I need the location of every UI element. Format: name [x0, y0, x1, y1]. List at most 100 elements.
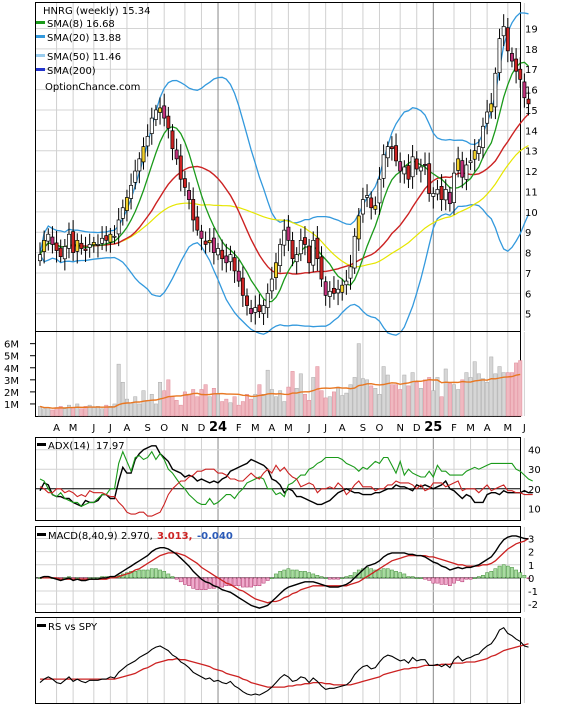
- volume-bar: [336, 386, 341, 417]
- candle: [406, 165, 411, 180]
- x-tick-label: A: [53, 423, 60, 434]
- volume-bar: [452, 384, 456, 417]
- price-y-tick: 11: [525, 187, 538, 198]
- volume-bar: [481, 378, 485, 417]
- candle: [336, 288, 341, 294]
- candle: [493, 72, 498, 108]
- x-tick-label: M: [69, 423, 78, 434]
- legend-label-sma8: SMA(8) 16.68: [47, 19, 115, 30]
- volume-bar: [369, 385, 374, 417]
- volume-bar: [485, 381, 490, 417]
- price-y-tick: 10: [525, 208, 538, 219]
- macd-histogram-bar: [348, 575, 353, 579]
- candle: [286, 226, 291, 241]
- macd-histogram-bar: [381, 568, 386, 579]
- candle: [439, 186, 444, 200]
- candle: [232, 257, 237, 272]
- macd-histogram-bar: [460, 577, 465, 583]
- volume-bar: [199, 389, 204, 417]
- volume-bar: [50, 409, 55, 417]
- rs-legend-swatch: [37, 624, 46, 627]
- volume-bar: [389, 384, 394, 417]
- volume-bar: [518, 360, 523, 417]
- macd-signal-line: [40, 537, 529, 604]
- volume-bar: [236, 404, 241, 417]
- macd-histogram-bar: [253, 577, 258, 586]
- macd-y-tick: 0: [528, 574, 534, 585]
- volume-y-tick: 4M: [4, 364, 19, 375]
- macd-histogram-bar: [294, 569, 299, 579]
- candle: [249, 308, 254, 315]
- x-tick-label: F: [236, 423, 242, 434]
- candle: [443, 189, 448, 201]
- macd-histogram-bar: [327, 577, 332, 580]
- candle: [398, 161, 403, 172]
- macd-histogram-bar: [257, 577, 262, 586]
- macd-histogram-bar: [406, 576, 411, 579]
- price-y-tick: 13: [525, 147, 538, 158]
- candle: [116, 219, 121, 235]
- macd-histogram-bar: [228, 577, 233, 586]
- candle: [46, 233, 51, 242]
- price-y-tick: 17: [525, 65, 538, 76]
- macd-histogram-bar: [481, 575, 485, 579]
- adx-y-tick: 40: [528, 446, 541, 457]
- legend-label-sma20: SMA(20) 13.88: [47, 33, 121, 44]
- volume-bar: [501, 372, 506, 417]
- volume-bar: [315, 366, 320, 417]
- macd-histogram-bar: [282, 569, 287, 579]
- candle: [124, 197, 129, 211]
- candle: [178, 155, 183, 180]
- price-y-tick: 5: [525, 310, 531, 321]
- volume-bar: [91, 407, 96, 417]
- macd-histogram-value: -0.040: [197, 531, 233, 542]
- volume-bar: [216, 394, 220, 417]
- macd-histogram-bar: [510, 567, 514, 579]
- candle: [369, 197, 374, 209]
- candle: [100, 237, 105, 244]
- x-tick-label: F: [451, 423, 457, 434]
- candle: [360, 199, 365, 215]
- price-panel: [35, 2, 521, 332]
- candle: [514, 58, 519, 72]
- volume-y-tick: 6M: [4, 340, 19, 351]
- x-tick-label: D: [198, 423, 206, 434]
- candle: [348, 266, 353, 279]
- candle: [137, 158, 142, 172]
- volume-bar: [439, 396, 444, 417]
- candle: [199, 230, 204, 239]
- candle: [75, 240, 80, 252]
- macd-histogram-bar: [361, 568, 365, 579]
- sma8-line: [39, 61, 529, 303]
- macd-histogram-bar: [398, 572, 403, 579]
- legend-swatch-sma20: [36, 35, 45, 38]
- price-y-tick: 12: [525, 167, 538, 178]
- volume-bar: [149, 394, 154, 417]
- x-tick-label: J: [522, 423, 526, 434]
- candle: [203, 240, 208, 245]
- macd-histogram-bar: [448, 577, 452, 586]
- candle: [526, 98, 531, 105]
- candle: [319, 256, 324, 280]
- candle: [50, 236, 55, 245]
- volume-bar: [187, 394, 191, 417]
- candle: [170, 130, 175, 150]
- macd-histogram-bar: [162, 571, 167, 579]
- x-tick-label: O: [160, 423, 168, 434]
- candle: [269, 278, 274, 292]
- volume-bar: [497, 366, 502, 417]
- candle: [278, 244, 283, 266]
- candle: [294, 254, 299, 263]
- price-y-tick: 18: [525, 45, 538, 56]
- candle: [149, 117, 154, 134]
- candle: [104, 235, 109, 241]
- candle: [245, 295, 249, 306]
- candle: [228, 254, 233, 263]
- candle: [195, 216, 200, 231]
- volume-bar: [100, 408, 105, 417]
- candle: [182, 178, 187, 188]
- candle: [274, 262, 278, 278]
- volume-bar: [224, 398, 229, 417]
- candle: [298, 240, 303, 255]
- candle: [71, 231, 76, 253]
